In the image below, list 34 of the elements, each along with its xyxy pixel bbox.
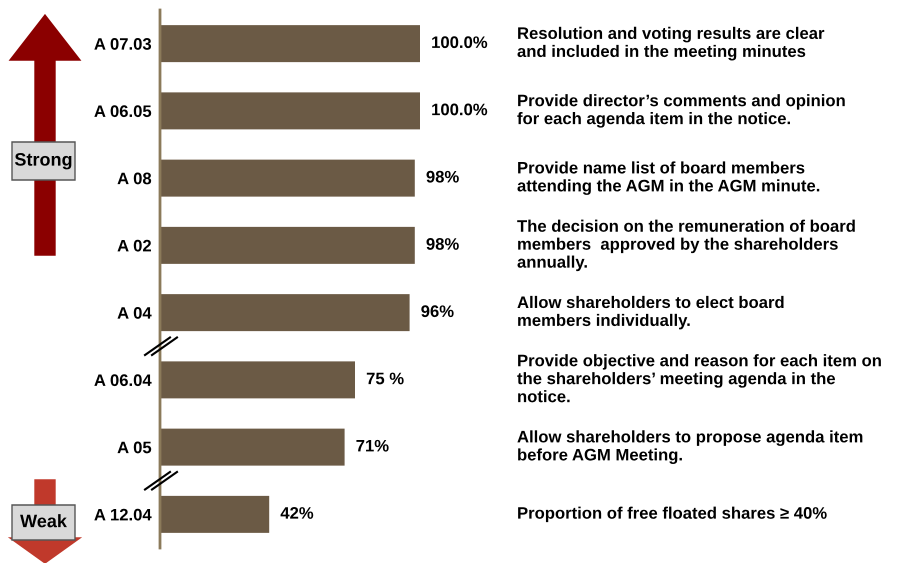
y-tick-label: A 06.04 (94, 374, 152, 386)
data-label: 100.0% (432, 104, 488, 116)
data-label: 96% (421, 305, 454, 318)
y-tick-label: A 04 (118, 307, 152, 319)
text: Proportion of free floated shares ≥ 40% (518, 506, 827, 522)
y-tick-label: A 02 (118, 240, 151, 252)
text: Resolution and voting results are clear and included in the meeting minutes (517, 26, 824, 60)
bar (160, 92, 420, 130)
data-label: 75 % (366, 372, 404, 384)
text: Weak (20, 514, 67, 528)
text: The decision on the remuneration of board members approved by the shareholders annually. (517, 220, 855, 272)
y-tick-label: A 12.04 (94, 508, 152, 521)
bar (160, 496, 270, 533)
bar (160, 361, 355, 398)
bar (160, 160, 415, 197)
y-tick-label: A 06.05 (94, 105, 152, 118)
data-label: 98% (426, 238, 459, 250)
data-label: 42% (280, 507, 314, 519)
data-label: 98% (426, 170, 459, 183)
text: Provide director’s comments and opinion for each agenda item in the notice. (517, 94, 845, 128)
text: Allow shareholders to elect board members individually. (517, 296, 784, 330)
data-label: 100.0% (432, 36, 488, 48)
y-tick-label: A 07.03 (94, 38, 152, 50)
y-tick-label: A 05 (118, 442, 152, 454)
y-tick-label: A 08 (118, 172, 152, 184)
text: Provide objective and reason for each item on the shareholders’ meeting agenda in the notice. (517, 354, 881, 402)
text: Allow shareholders to propose agenda item before AGM Meeting. (517, 430, 862, 464)
text: Strong (14, 152, 72, 170)
data-label: 71% (356, 440, 389, 452)
bar (160, 25, 420, 62)
text: Provide name list of board members attending the AGM in the AGM minute. (517, 161, 820, 195)
bar (160, 294, 410, 332)
bar (160, 226, 415, 264)
bar (160, 428, 345, 466)
